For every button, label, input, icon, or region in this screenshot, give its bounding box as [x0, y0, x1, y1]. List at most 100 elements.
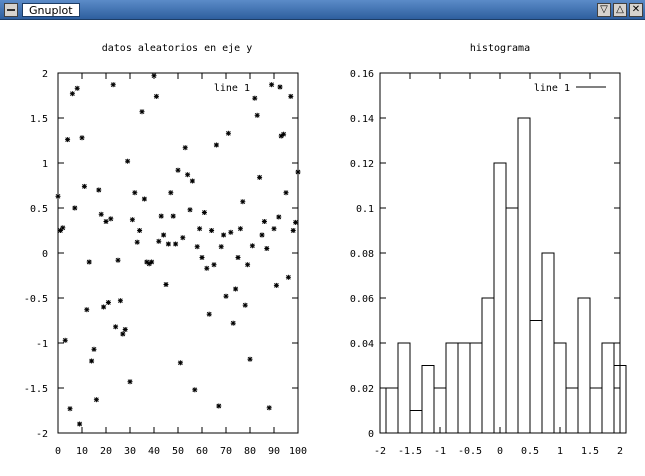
scatter-xtick-label: 80 [244, 446, 256, 457]
histogram-plot: histograma 0.16 0.14 0.12 0.1 0.08 0.06 0.04 0.… [350, 43, 627, 457]
window-menu-button[interactable] [4, 3, 18, 17]
histogram-xtick-label: 0 [497, 446, 503, 457]
scatter-point [120, 331, 126, 337]
histogram-xtick-label: 2 [617, 446, 623, 457]
scatter-xtick-label: 0 [55, 446, 61, 457]
scatter-point [264, 246, 270, 251]
histogram-xtick-label: 1 [557, 446, 563, 457]
scatter-point [254, 112, 260, 118]
scatter-point [134, 239, 140, 245]
scatter-xtick-label: 30 [124, 446, 136, 457]
scatter-point [113, 324, 119, 330]
minimize-button[interactable]: ▽ [597, 3, 611, 17]
scatter-point [81, 183, 87, 189]
scatter-point [285, 274, 291, 280]
histogram-bar [409, 410, 423, 434]
scatter-point [89, 358, 95, 364]
scatter-point [187, 207, 193, 213]
histogram-xtick-label: -1 [434, 446, 446, 457]
scatter-point [261, 219, 267, 224]
scatter-point [269, 82, 275, 88]
scatter-point [96, 187, 102, 193]
scatter-point [237, 226, 243, 232]
scatter-point [103, 219, 109, 224]
scatter-point [108, 216, 114, 222]
scatter-point [271, 226, 277, 232]
scatter-xtick-label: 20 [100, 446, 112, 457]
histogram-bar [601, 342, 615, 434]
scatter-point [230, 320, 236, 326]
plot-canvas: datos aleatorios en eje y 2 1.5 1 0.5 0 -0.5 -… [24, 43, 627, 457]
scatter-xtick-label: 70 [220, 446, 232, 457]
scatter-xtick-label: 90 [268, 446, 280, 457]
scatter-point [125, 158, 131, 164]
histogram-ytick-label: 0.02 [350, 384, 374, 395]
scatter-point [117, 298, 123, 304]
scatter-legend-label: line 1 [214, 83, 250, 94]
histogram-ytick-label: 0 [368, 429, 374, 440]
histogram-ytick-label: 0.16 [350, 69, 374, 80]
scatter-point [295, 169, 301, 175]
scatter-point [276, 214, 282, 220]
scatter-point [168, 190, 174, 196]
scatter-xtick-label: 40 [148, 446, 160, 457]
scatter-point [223, 293, 229, 299]
histogram-xtick-label: 0.5 [521, 446, 539, 457]
histogram-bar [445, 342, 459, 434]
close-button[interactable]: ✕ [629, 3, 643, 17]
histogram-bar [553, 342, 567, 434]
scatter-point [293, 219, 299, 225]
scatter-point [206, 311, 212, 317]
scatter-xtick-label: 100 [289, 446, 307, 457]
scatter-point [110, 82, 116, 88]
scatter-point [101, 304, 107, 310]
histogram-bar [421, 365, 435, 434]
scatter-point [158, 213, 164, 219]
histogram-bar [385, 387, 399, 434]
histogram-bar [481, 297, 495, 434]
histogram-title: histograma [470, 43, 530, 54]
scatter-point [290, 228, 296, 233]
scatter-point [211, 262, 217, 268]
scatter-point [149, 259, 155, 265]
scatter-point [93, 397, 99, 403]
histogram-bar [541, 252, 555, 434]
histogram-ytick-label: 0.12 [350, 159, 374, 170]
scatter-point [67, 406, 73, 412]
scatter-plot: datos aleatorios en eje y 2 1.5 1 0.5 0 -0.5 -… [24, 43, 307, 457]
scatter-point [218, 244, 224, 250]
scatter-point [163, 282, 169, 287]
scatter-point [79, 135, 85, 141]
histogram-ytick-label: 0.06 [350, 294, 374, 305]
scatter-point [98, 211, 104, 217]
scatter-point [180, 235, 186, 241]
scatter-point [141, 196, 147, 202]
scatter-point [156, 238, 162, 244]
scatter-point [259, 232, 265, 238]
scatter-point [72, 205, 78, 211]
title-bar[interactable]: Gnuplot ▽ △ ✕ [0, 0, 645, 20]
scatter-point [257, 174, 263, 180]
scatter-point [137, 228, 143, 233]
scatter-point [115, 257, 121, 263]
scatter-point [105, 300, 111, 305]
scatter-ytick-label: -1.5 [24, 384, 48, 395]
scatter-ytick-label: 1 [42, 159, 48, 170]
scatter-point [249, 243, 255, 249]
scatter-xtick-label: 60 [196, 446, 208, 457]
histogram-xtick-label: -0.5 [458, 446, 482, 457]
histogram-bar [517, 117, 531, 434]
histogram-ytick-label: 0.08 [350, 249, 374, 260]
maximize-button[interactable]: △ [613, 3, 627, 17]
histogram-plot-frame [379, 72, 621, 434]
scatter-point [139, 109, 145, 115]
scatter-point [127, 379, 133, 385]
histogram-bar [493, 162, 507, 434]
histogram-bar [565, 387, 579, 434]
scatter-point [283, 190, 289, 196]
histogram-xtick-label: -2 [374, 446, 386, 457]
scatter-point [91, 346, 97, 352]
histogram-bar [529, 320, 543, 434]
scatter-ytick-label: 2 [42, 69, 48, 80]
histogram-bar [457, 342, 471, 434]
